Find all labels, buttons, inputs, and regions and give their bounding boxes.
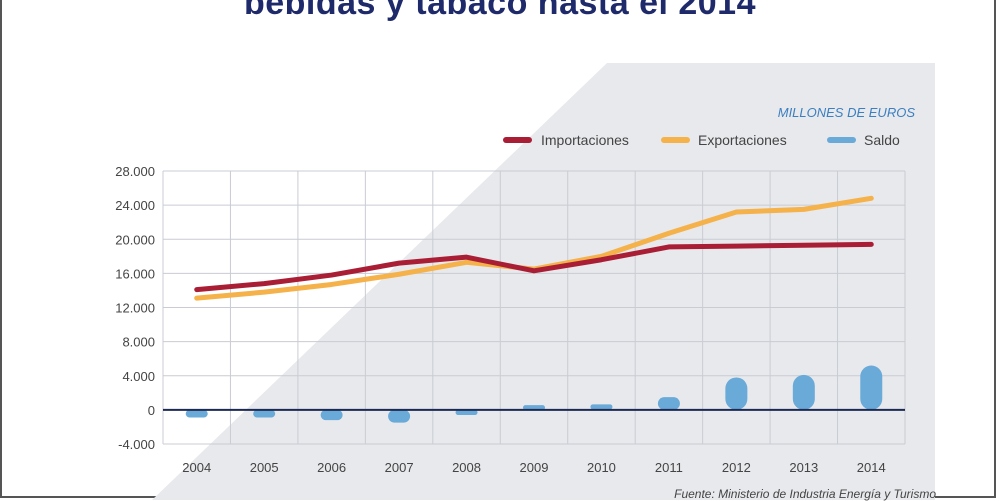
source-note: Fuente: Ministerio de Industria Energía … [674,487,936,501]
legend-label-saldo: Saldo [864,132,900,148]
x-tick-label: 2007 [385,460,414,475]
legend-label-importaciones: Importaciones [541,132,629,148]
x-tick-label: 2013 [789,460,818,475]
x-tick-label: 2005 [250,460,279,475]
saldo-bar [590,404,613,410]
x-tick-label: 2010 [587,460,616,475]
x-axis-ticks: 2004 2005 2006 2007 2008 2009 2010 2011 2012 2013… [182,460,885,475]
saldo-bar [725,377,748,410]
saldo-bar [860,365,883,410]
y-tick-label: 24.000 [115,198,155,213]
saldo-bar [657,397,680,410]
y-axis-ticks: 28.000 24.000 20.000 16.000 12.000 8.000 4.000… [115,164,155,452]
chart-title: bebidas y tabaco hasta el 2014 [243,0,757,22]
saldo-bar [388,409,411,423]
x-tick-label: 2012 [722,460,751,475]
saldo-bars [185,365,883,423]
y-tick-label: 12.000 [115,301,155,316]
saldo-bar [792,374,815,410]
x-tick-label: 2004 [182,460,211,475]
saldo-bar [253,409,276,418]
x-tick-label: 2011 [655,460,683,475]
units-label: MILLONES DE EUROS [778,105,916,120]
x-tick-label: 2014 [857,460,886,475]
importaciones-line [194,241,874,293]
saldo-bar [185,409,208,418]
x-tick-label: 2009 [520,460,549,475]
y-tick-label: 28.000 [115,164,155,179]
series-lines [194,195,874,301]
legend-label-exportaciones: Exportaciones [698,132,787,148]
y-tick-label: -4.000 [118,437,155,452]
y-tick-label: 4.000 [122,369,155,384]
saldo-bar [320,409,343,421]
x-tick-label: 2006 [317,460,346,475]
y-tick-label: 20.000 [115,232,155,247]
y-tick-label: 8.000 [122,335,155,350]
y-tick-label: 0 [148,403,155,418]
y-tick-label: 16.000 [115,266,155,281]
saldo-bar [455,409,478,415]
x-tick-label: 2008 [452,460,481,475]
legend: Importaciones Exportaciones Saldo [503,132,900,148]
